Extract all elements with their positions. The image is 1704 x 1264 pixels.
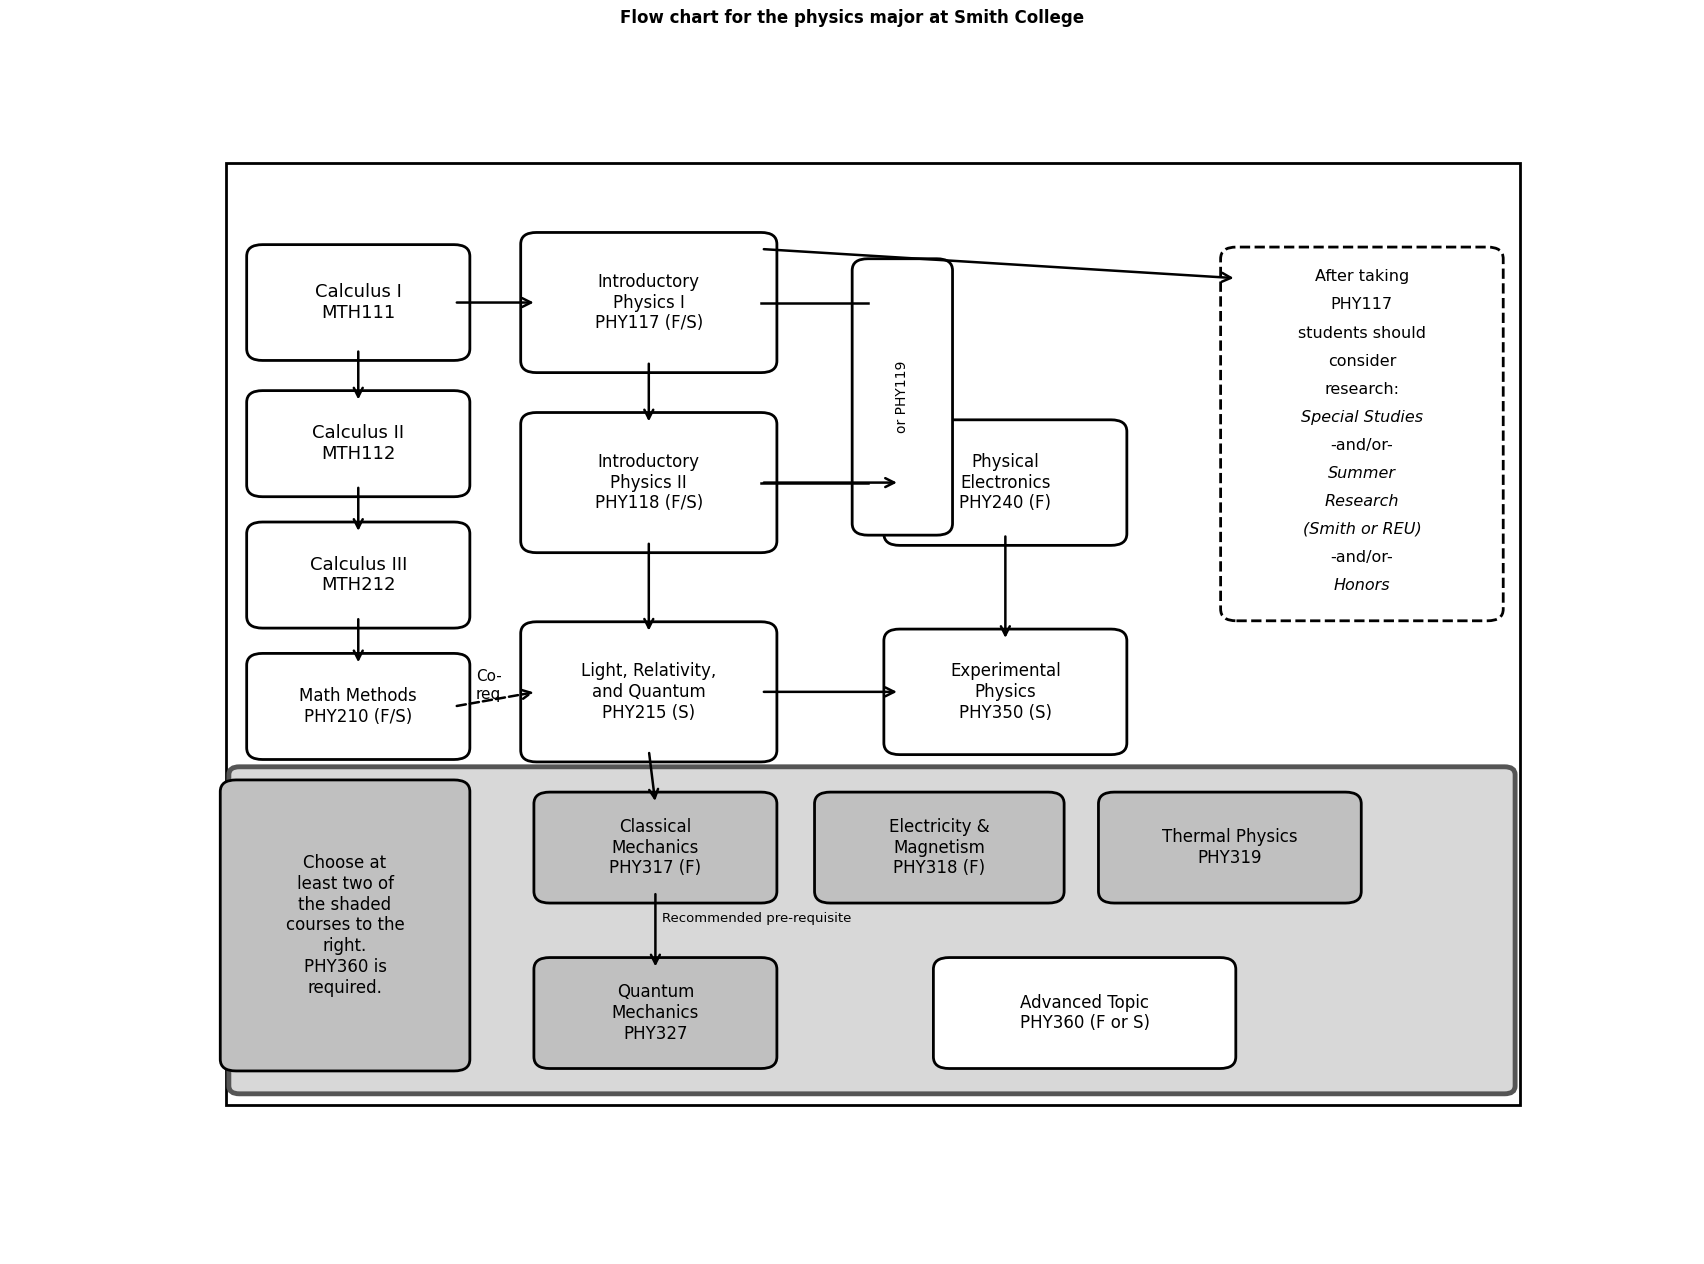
Text: Math Methods
PHY210 (F/S): Math Methods PHY210 (F/S) [300,688,417,726]
Text: Calculus I
MTH111: Calculus I MTH111 [315,283,402,322]
Text: Introductory
Physics I
PHY117 (F/S): Introductory Physics I PHY117 (F/S) [595,273,704,332]
Text: -and/or-: -and/or- [1331,550,1394,565]
Text: Calculus II
MTH112: Calculus II MTH112 [312,425,404,463]
Text: (Smith or REU): (Smith or REU) [1302,522,1421,537]
Text: Honors: Honors [1334,578,1390,593]
FancyBboxPatch shape [247,522,470,628]
FancyBboxPatch shape [884,420,1126,545]
FancyBboxPatch shape [247,653,470,760]
FancyBboxPatch shape [1099,793,1361,902]
Text: Experimental
Physics
PHY350 (S): Experimental Physics PHY350 (S) [951,662,1060,722]
Text: Co-
req: Co- req [475,669,501,702]
FancyBboxPatch shape [934,958,1235,1068]
Text: After taking: After taking [1315,269,1409,284]
Text: Physical
Electronics
PHY240 (F): Physical Electronics PHY240 (F) [959,453,1051,512]
FancyBboxPatch shape [521,412,777,552]
FancyBboxPatch shape [852,259,953,535]
Text: students should: students should [1298,326,1426,340]
Text: Calculus III
MTH212: Calculus III MTH212 [310,556,407,594]
Text: Flow chart for the physics major at Smith College: Flow chart for the physics major at Smit… [620,9,1084,27]
Text: Light, Relativity,
and Quantum
PHY215 (S): Light, Relativity, and Quantum PHY215 (S… [581,662,716,722]
Text: Classical
Mechanics
PHY317 (F): Classical Mechanics PHY317 (F) [610,818,702,877]
Text: Advanced Topic
PHY360 (F or S): Advanced Topic PHY360 (F or S) [1019,994,1150,1033]
FancyBboxPatch shape [521,233,777,373]
Text: Electricity &
Magnetism
PHY318 (F): Electricity & Magnetism PHY318 (F) [889,818,990,877]
FancyBboxPatch shape [533,958,777,1068]
FancyBboxPatch shape [815,793,1063,902]
Text: Quantum
Mechanics
PHY327: Quantum Mechanics PHY327 [612,983,699,1043]
Text: PHY117: PHY117 [1331,297,1392,312]
Text: Thermal Physics
PHY319: Thermal Physics PHY319 [1162,828,1298,867]
Text: Introductory
Physics II
PHY118 (F/S): Introductory Physics II PHY118 (F/S) [595,453,704,512]
Text: Recommended pre-requisite: Recommended pre-requisite [663,913,852,925]
Text: Summer: Summer [1327,465,1396,480]
Text: Special Studies: Special Studies [1300,410,1423,425]
Text: consider: consider [1327,354,1396,369]
FancyBboxPatch shape [220,780,470,1071]
FancyBboxPatch shape [247,245,470,360]
Text: -and/or-: -and/or- [1331,437,1394,453]
FancyBboxPatch shape [521,622,777,762]
FancyBboxPatch shape [884,629,1126,755]
FancyBboxPatch shape [1220,246,1503,621]
Text: Choose at
least two of
the shaded
courses to the
right.
PHY360 is
required.: Choose at least two of the shaded course… [286,854,404,997]
FancyBboxPatch shape [228,767,1515,1093]
FancyBboxPatch shape [247,391,470,497]
FancyBboxPatch shape [533,793,777,902]
Text: or PHY119: or PHY119 [895,360,910,434]
Text: research:: research: [1324,382,1399,397]
Text: Research: Research [1324,494,1399,508]
